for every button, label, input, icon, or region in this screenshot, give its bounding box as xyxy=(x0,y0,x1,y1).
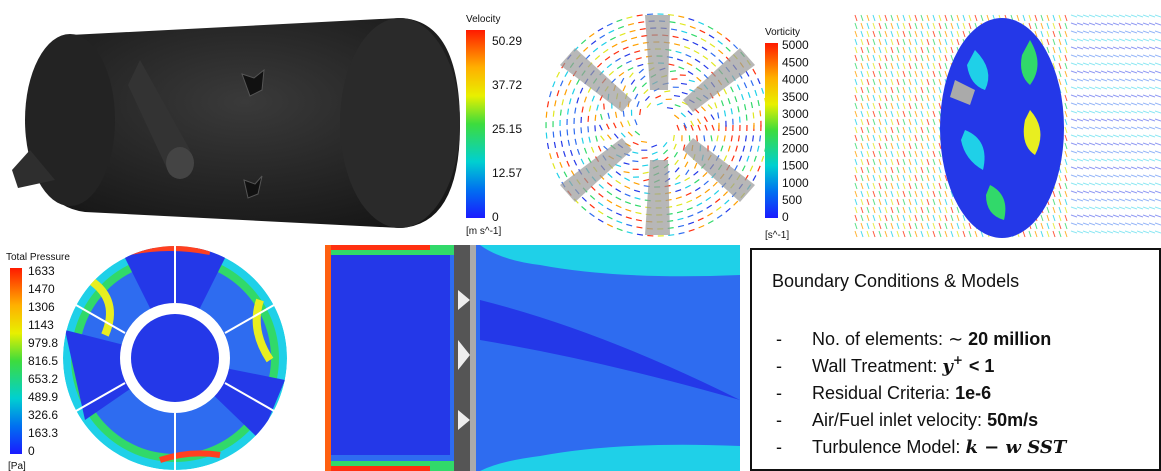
info-box: Boundary Conditions & Models - No. of ele… xyxy=(751,249,1160,470)
legend-tick-label: 2500 xyxy=(782,124,809,138)
legend-tick-label: 50.29 xyxy=(492,34,522,48)
legend-tick-label: 0 xyxy=(492,210,499,224)
legend-tick-label: 0 xyxy=(782,210,789,224)
legend-tick-label: 489.9 xyxy=(28,390,58,404)
item-part: Residual Criteria: xyxy=(812,383,950,403)
bullet-dash: - xyxy=(776,437,782,457)
legend-tick-label: 816.5 xyxy=(28,354,58,368)
legend-tick-label: 3500 xyxy=(782,90,809,104)
legend-tick-label: 37.72 xyxy=(492,78,522,92)
legend-tick-label: 1000 xyxy=(782,176,809,190)
section-contour xyxy=(325,245,740,471)
legend-tick-label: 2000 xyxy=(782,141,809,155)
legend-unit: [m s^-1] xyxy=(466,226,501,237)
legend-title: Total Pressure xyxy=(6,252,70,263)
legend-tick-label: 500 xyxy=(782,193,802,207)
disc-contour xyxy=(940,18,1064,238)
legend-tick-label: 1143 xyxy=(28,318,54,332)
legend-title: Velocity xyxy=(466,14,500,25)
legend-tick-label: 979.8 xyxy=(28,336,58,350)
legend-tick-label: 1306 xyxy=(28,300,55,314)
legend-tick-label: 4000 xyxy=(782,73,809,87)
bullet-dash: - xyxy=(776,356,782,376)
item-part: Wall Treatment: xyxy=(812,356,937,376)
legend-tick-label: 653.2 xyxy=(28,372,58,386)
legend-tick-label: 1470 xyxy=(28,282,55,296)
bullet-dash: - xyxy=(776,329,782,349)
legend-title: Vorticity xyxy=(765,27,800,38)
legend-tick-label: 4500 xyxy=(782,55,809,69)
legend-tick-label: 12.57 xyxy=(492,166,522,180)
legend-tick-label: 163.3 xyxy=(28,426,58,440)
item-part: Turbulence Model: xyxy=(812,437,960,457)
legend-unit: [s^-1] xyxy=(765,230,789,241)
item-part: 50m/s xyxy=(987,410,1038,430)
bullet-dash: - xyxy=(776,383,782,403)
item-text: Turbulence Model: k − w SST xyxy=(812,437,1068,458)
item-part: k − w SST xyxy=(965,437,1067,458)
legend-tick-label: 0 xyxy=(28,444,35,458)
item-text: Residual Criteria: 1e-6 xyxy=(812,383,991,403)
legend-tick-label: 326.6 xyxy=(28,408,58,422)
pressure-contour xyxy=(63,246,287,470)
mesh-cylinder xyxy=(12,18,460,228)
velocity-colorbar: Velocity 50.29 37.72 25.15 12.57 0 [m s^-1] xyxy=(466,14,522,237)
page: Velocity 50.2937.7225.1512.570 [m s^-1] … xyxy=(0,0,1161,471)
legend-tick-label: 1633 xyxy=(28,264,55,278)
item-part: 20 million xyxy=(968,329,1051,349)
box-title: Boundary Conditions & Models xyxy=(772,271,1019,291)
legend-tick-label: 3000 xyxy=(782,107,809,121)
pressure-colorbar: Total Pressure 1633 1470 1306 1143 979.8 816.… xyxy=(6,252,70,471)
legend-tick-label: 1500 xyxy=(782,159,809,173)
vorticity-colorbar: Vorticity 500045004000350030002500200015… xyxy=(765,27,809,241)
item-text: Air/Fuel inlet velocity: 50m/s xyxy=(812,410,1038,430)
bullet-dash: - xyxy=(776,410,782,430)
item-part: No. of elements: ∼ xyxy=(812,329,963,349)
item-part: + xyxy=(953,353,963,367)
item-part: Air/Fuel inlet velocity: xyxy=(812,410,982,430)
legend-tick-label: 25.15 xyxy=(492,122,522,136)
item-part: 1e-6 xyxy=(955,383,991,403)
item-part: < 1 xyxy=(969,356,995,376)
item-text: No. of elements: ∼ 20 million xyxy=(812,329,1051,349)
legend-unit: [Pa] xyxy=(8,461,26,471)
legend-tick-label: 5000 xyxy=(782,38,809,52)
